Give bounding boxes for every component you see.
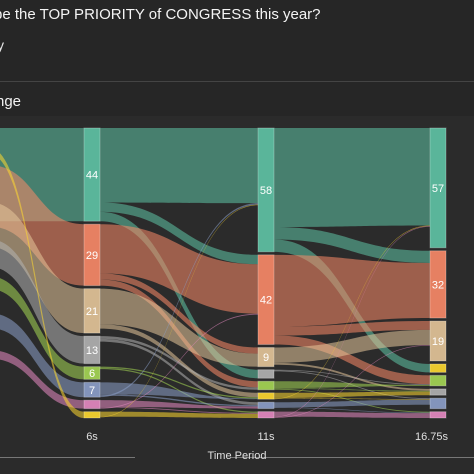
node-value-label: 29	[86, 250, 98, 262]
flow-link	[100, 382, 258, 400]
survey-subtitle: y	[0, 37, 4, 53]
node-value-label: 42	[260, 295, 272, 307]
flow-link	[0, 241, 84, 364]
flow-link	[0, 166, 84, 286]
header-divider	[0, 81, 474, 82]
links-layer	[0, 127, 430, 418]
flow-link	[274, 225, 430, 400]
flow-link	[274, 388, 430, 413]
flow-link	[100, 338, 258, 405]
x-tick-label: 6s	[86, 431, 98, 443]
node-value-label: 57	[432, 183, 444, 195]
sankey-node	[257, 401, 275, 410]
flow-link	[274, 226, 430, 418]
sankey-node	[83, 366, 101, 380]
flow-link	[274, 344, 430, 418]
sankey-node	[429, 411, 447, 419]
node-value-label: 6	[89, 368, 95, 380]
sankey-node	[257, 411, 275, 419]
x-tick-label: 16.75s	[415, 431, 449, 443]
flow-link	[100, 224, 258, 314]
node-value-label: 7	[89, 385, 95, 397]
sankey-node	[429, 250, 447, 319]
flow-link	[100, 128, 258, 204]
sankey-node	[83, 127, 101, 222]
axis-line-right	[230, 457, 474, 458]
flow-link	[274, 321, 430, 336]
sankey-node	[429, 388, 447, 396]
flow-link	[100, 203, 258, 398]
sankey-node	[429, 127, 447, 249]
flow-link	[274, 227, 430, 263]
flow-link	[100, 367, 258, 413]
flow-link	[100, 366, 258, 399]
sankey-node	[83, 381, 101, 398]
flow-link	[100, 400, 258, 409]
sankey-node	[83, 223, 101, 287]
sankey-node	[257, 127, 275, 253]
flow-link	[274, 399, 430, 408]
flow-link	[274, 407, 430, 414]
flow-link	[274, 397, 430, 400]
sankey-node	[83, 399, 101, 410]
flow-link	[274, 128, 430, 228]
sankey-node	[257, 392, 275, 400]
sankey-node	[83, 288, 101, 334]
flow-link	[100, 324, 258, 398]
sankey-node	[83, 335, 101, 365]
flow-link	[100, 288, 258, 367]
node-value-label: 44	[86, 170, 98, 182]
flow-link	[100, 406, 258, 414]
axis-line-left	[0, 457, 135, 458]
node-value-label: 58	[260, 185, 272, 197]
node-value-label: 9	[263, 352, 269, 364]
sankey-node	[257, 346, 275, 368]
x-axis-title: Time Period	[207, 450, 267, 462]
sankey-node	[429, 374, 447, 387]
flow-link	[100, 336, 258, 390]
flow-link	[274, 388, 430, 392]
survey-question: be the TOP PRIORITY of CONGRESS this yea…	[0, 6, 321, 23]
flow-link	[0, 314, 84, 398]
flow-link	[0, 351, 84, 409]
flow-link	[100, 313, 258, 409]
node-value-label: 32	[432, 279, 444, 291]
flow-link	[274, 391, 430, 398]
node-value-label: 19	[432, 336, 444, 348]
flow-link	[274, 381, 430, 389]
flow-link	[274, 369, 430, 386]
flow-link	[100, 394, 258, 407]
sankey-node	[257, 254, 275, 345]
sankey-node	[83, 411, 101, 419]
node-value-label: 13	[86, 345, 98, 357]
flow-link	[274, 362, 430, 391]
flow-link	[100, 211, 258, 379]
sankey-node	[429, 320, 447, 362]
flow-link	[100, 204, 258, 418]
node-value-label: 21	[86, 306, 98, 318]
nodes-layer: 44 29 21 13 6 7 58 42 9 57 32 19	[83, 127, 447, 419]
flow-link	[0, 278, 84, 380]
sankey-node	[257, 380, 275, 391]
sankey-node	[429, 397, 447, 410]
flow-link	[100, 202, 258, 265]
flow-link	[274, 411, 430, 418]
flow-link	[274, 329, 430, 363]
flow-link	[100, 273, 258, 354]
sankey-node	[257, 369, 275, 379]
flow-link	[100, 411, 258, 418]
x-tick-label: 11s	[258, 431, 275, 443]
flow-link	[0, 204, 84, 334]
section-title: nge	[0, 93, 22, 110]
flow-link	[274, 254, 430, 327]
sankey-node	[429, 363, 447, 373]
